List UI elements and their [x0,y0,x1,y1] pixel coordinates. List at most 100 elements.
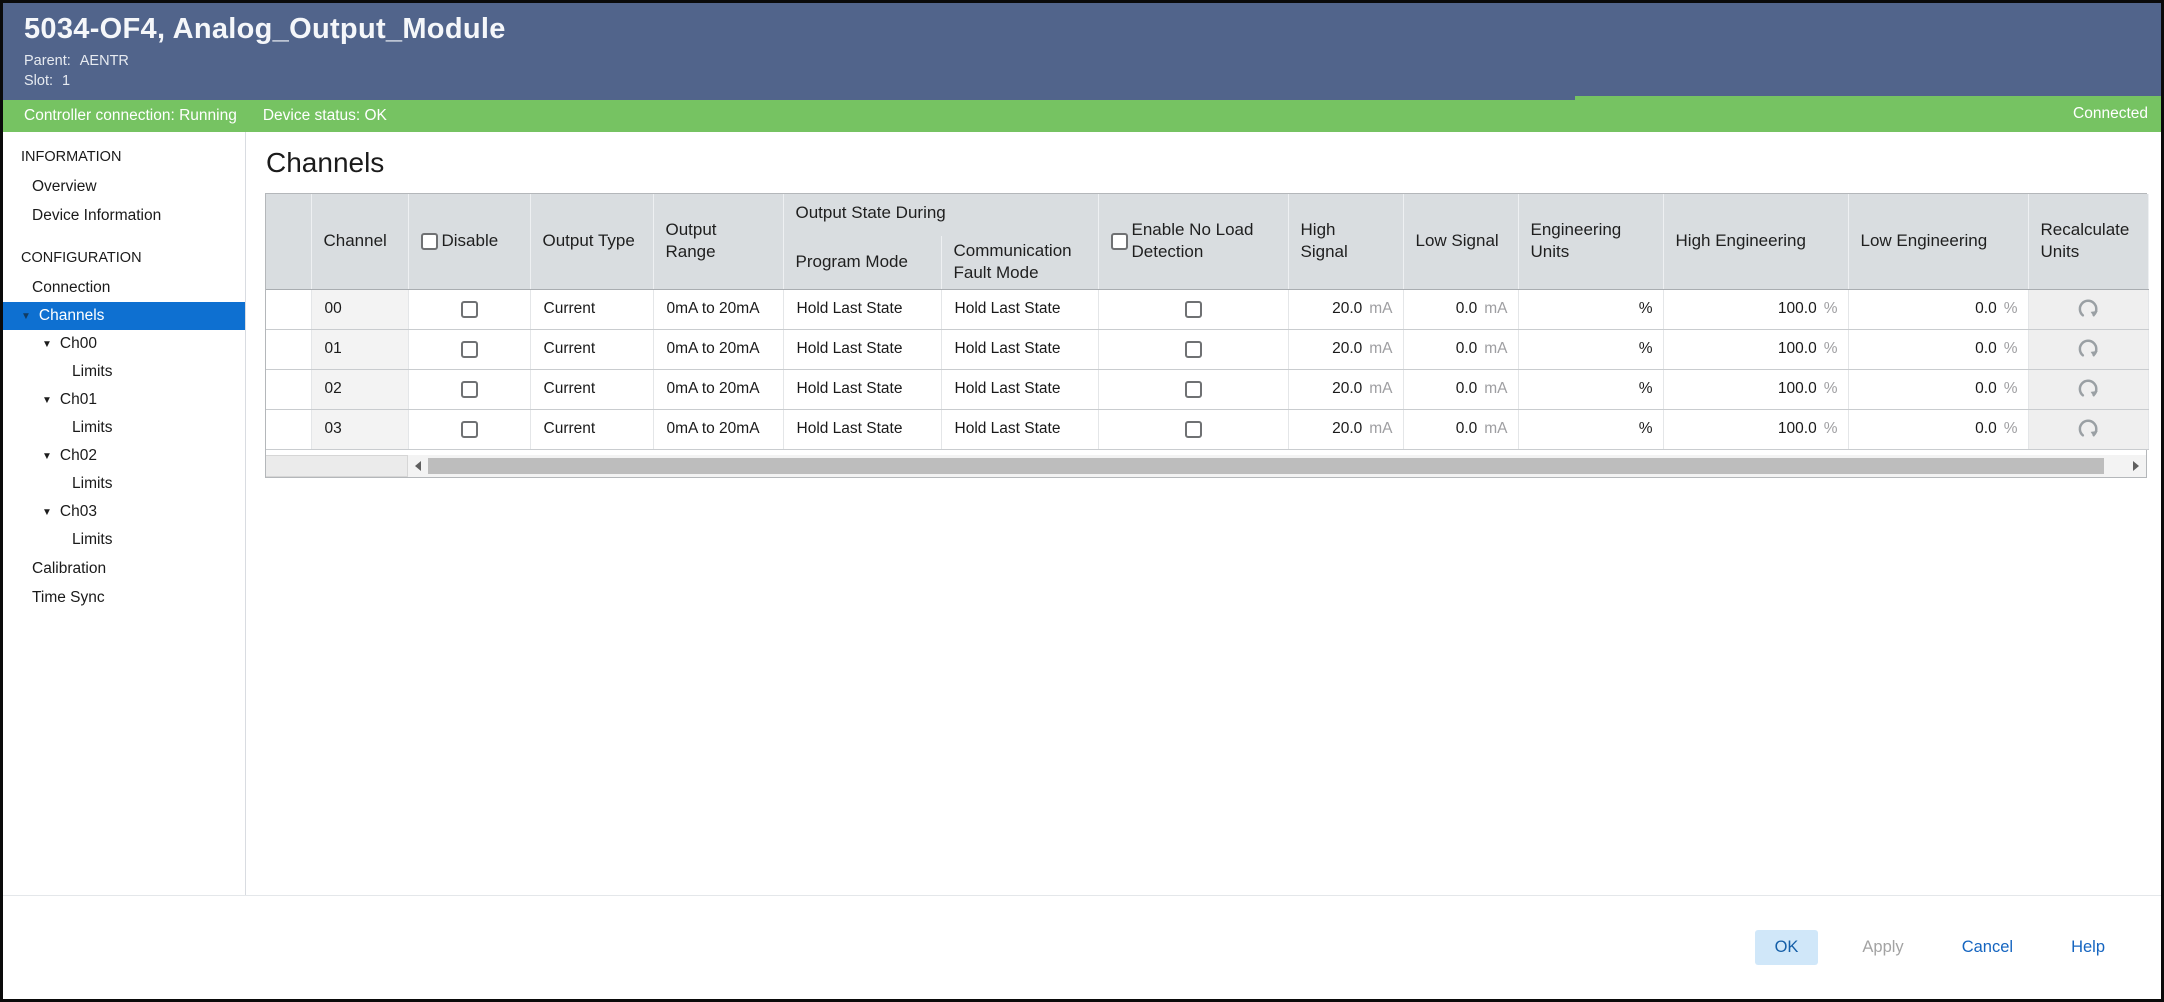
high-signal-cell[interactable]: 20.0 mA [1288,409,1404,450]
high-engineering-cell[interactable]: 100.0% [1663,289,1849,330]
program-mode-cell[interactable]: Hold Last State [783,369,942,410]
sidebar-item-ch01-limits[interactable]: Limits [3,414,245,442]
output-range-cell[interactable]: 0mA to 20mA [653,409,784,450]
enable-no-load-checkbox[interactable] [1184,300,1202,318]
enable-no-load-all-checkbox[interactable] [1110,232,1128,250]
sidebar-item-overview[interactable]: Overview [3,172,245,201]
collapse-icon[interactable]: ▼ [42,450,52,462]
communication-fault-mode-cell[interactable]: Hold Last State [941,369,1099,410]
engineering-units-cell[interactable]: % [1518,409,1664,450]
disable-checkbox[interactable] [460,340,478,358]
sidebar-item-ch03-limits[interactable]: Limits [3,526,245,554]
engineering-units-cell[interactable]: % [1518,289,1664,330]
output-type-cell[interactable]: Current [530,369,654,410]
column-header-low-engineering: Low Engineering [1848,194,2029,290]
communication-fault-mode-cell[interactable]: Hold Last State [941,289,1099,330]
recalculate-units-button[interactable] [2029,370,2148,409]
high-signal-cell[interactable]: 20.0 mA [1288,369,1404,410]
sidebar-item-channels[interactable]: ▼ Channels [3,302,245,330]
collapse-icon[interactable]: ▼ [21,310,31,322]
refresh-icon [2078,419,2098,437]
column-header-label: Enable No Load Detection [1131,220,1254,262]
low-engineering-cell[interactable]: 0.0% [1848,409,2029,450]
row-selector-cell[interactable] [266,369,312,410]
disable-all-checkbox[interactable] [420,232,438,250]
low-engineering-cell[interactable]: 0.0% [1848,329,2029,370]
footer-button-bar: OK Apply Cancel Help [3,895,2161,999]
main-content: Channels Channel Disable [246,132,2161,895]
disable-checkbox[interactable] [460,420,478,438]
collapse-icon[interactable]: ▼ [42,338,52,350]
sidebar-item-ch03[interactable]: ▼ Ch03 [3,498,245,526]
sidebar-item-label: Ch00 [59,335,97,352]
disable-checkbox[interactable] [460,380,478,398]
unit-label: mA [1484,300,1508,318]
scroll-right-button[interactable] [2126,455,2146,477]
sidebar-item-ch01[interactable]: ▼ Ch01 [3,386,245,414]
sidebar-item-ch02-limits[interactable]: Limits [3,470,245,498]
sidebar-item-label: Ch01 [59,391,97,408]
slot-label: Slot: [24,73,54,89]
sidebar-item-time-sync[interactable]: Time Sync [3,583,245,612]
program-mode-cell[interactable]: Hold Last State [783,329,942,370]
enable-no-load-checkbox[interactable] [1184,380,1202,398]
enable-no-load-checkbox[interactable] [1184,340,1202,358]
output-type-cell[interactable]: Current [530,289,654,330]
sidebar-item-ch02[interactable]: ▼ Ch02 [3,442,245,470]
output-type-cell[interactable]: Current [530,409,654,450]
output-type-cell[interactable]: Current [530,329,654,370]
low-signal-cell[interactable]: 0.0 mA [1403,329,1519,370]
enable-no-load-cell [1098,409,1289,450]
program-mode-cell[interactable]: Hold Last State [783,289,942,330]
sidebar-item-ch00[interactable]: ▼ Ch00 [3,330,245,358]
sidebar-item-device-information[interactable]: Device Information [3,201,245,230]
parent-label: Parent: [24,53,71,69]
high-engineering-cell[interactable]: 100.0% [1663,409,1849,450]
sidebar-item-label: Time Sync [32,588,105,606]
enable-no-load-checkbox[interactable] [1184,420,1202,438]
scrollbar-track[interactable] [408,454,2146,477]
output-range-cell[interactable]: 0mA to 20mA [653,369,784,410]
scroll-left-button[interactable] [408,455,428,477]
recalculate-units-button[interactable] [2029,290,2148,329]
program-mode-cell[interactable]: Hold Last State [783,409,942,450]
row-selector-cell[interactable] [266,329,312,370]
titlebar: 5034-OF4, Analog_Output_Module Parent: AE… [3,3,2161,100]
disable-checkbox[interactable] [460,300,478,318]
collapse-icon[interactable]: ▼ [42,506,52,518]
low-engineering-cell[interactable]: 0.0% [1848,369,2029,410]
cancel-button[interactable]: Cancel [1948,930,2027,965]
high-signal-cell[interactable]: 20.0 mA [1288,329,1404,370]
sidebar-item-calibration[interactable]: Calibration [3,554,245,583]
sidebar-item-label: Channels [38,307,105,324]
row-selector-cell[interactable] [266,409,312,450]
high-engineering-cell[interactable]: 100.0% [1663,369,1849,410]
output-range-cell[interactable]: 0mA to 20mA [653,329,784,370]
output-range-cell[interactable]: 0mA to 20mA [653,289,784,330]
recalculate-units-button[interactable] [2029,410,2148,449]
high-signal-cell[interactable]: 20.0 mA [1288,289,1404,330]
low-signal-cell[interactable]: 0.0 mA [1403,369,1519,410]
row-selector-cell[interactable] [266,289,312,330]
status-bar: Controller connection: Running Device st… [3,96,2161,132]
controller-connection-status: Controller connection: Running [24,107,237,124]
scrollbar-thumb[interactable] [428,457,2104,474]
ok-button[interactable]: OK [1754,930,1819,965]
apply-button[interactable]: Apply [1848,930,1917,965]
low-engineering-cell[interactable]: 0.0% [1848,289,2029,330]
recalculate-units-button[interactable] [2029,330,2148,369]
scrollbar-corner [266,454,408,477]
column-header-label: Disable [441,231,499,251]
low-signal-cell[interactable]: 0.0 mA [1403,409,1519,450]
communication-fault-mode-cell[interactable]: Hold Last State [941,329,1099,370]
collapse-icon[interactable]: ▼ [42,394,52,406]
low-signal-cell[interactable]: 0.0 mA [1403,289,1519,330]
sidebar-item-connection[interactable]: Connection [3,273,245,302]
engineering-units-cell[interactable]: % [1518,369,1664,410]
help-button[interactable]: Help [2057,930,2119,965]
high-engineering-cell[interactable]: 100.0% [1663,329,1849,370]
engineering-units-cell[interactable]: % [1518,329,1664,370]
sidebar-item-ch00-limits[interactable]: Limits [3,358,245,386]
communication-fault-mode-cell[interactable]: Hold Last State [941,409,1099,450]
